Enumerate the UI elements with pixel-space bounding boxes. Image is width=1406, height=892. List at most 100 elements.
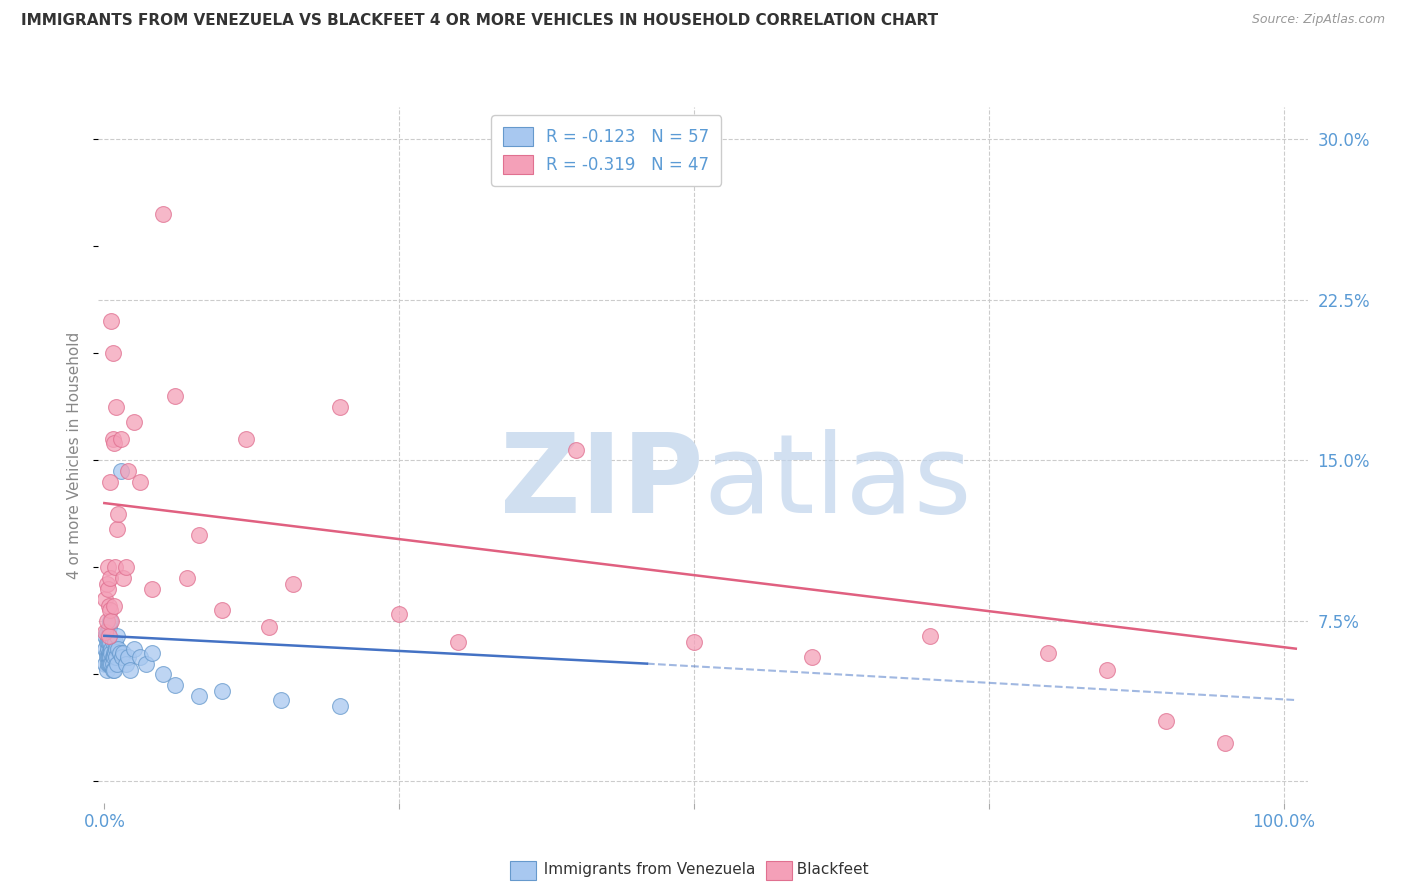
Text: Source: ZipAtlas.com: Source: ZipAtlas.com [1251, 13, 1385, 27]
Point [447, 635, 470, 649]
Point [112, 571, 135, 585]
Point [101, 657, 124, 671]
Point [98, 620, 121, 634]
Point [105, 650, 128, 665]
Text: Immigrants from Venezuela: Immigrants from Venezuela [534, 863, 755, 877]
Point [176, 571, 198, 585]
Point [98, 657, 121, 671]
Legend: R = -0.123   N = 57, R = -0.319   N = 47: R = -0.123 N = 57, R = -0.319 N = 47 [491, 115, 721, 186]
Point [107, 641, 129, 656]
Point [270, 693, 292, 707]
Point [96, 614, 118, 628]
Point [97, 582, 120, 596]
Point [101, 650, 124, 665]
Point [114, 657, 136, 671]
Point [98, 635, 121, 649]
Point [117, 650, 139, 665]
Point [97, 650, 120, 665]
Point [94, 592, 117, 607]
Point [259, 620, 281, 634]
Point [98, 657, 121, 671]
Point [135, 657, 157, 671]
Point [103, 663, 125, 677]
Point [100, 314, 122, 328]
Point [1213, 736, 1236, 750]
Point [98, 650, 121, 665]
Point [103, 646, 125, 660]
Point [98, 599, 121, 613]
Point [98, 603, 121, 617]
Text: Blackfeet: Blackfeet [787, 863, 869, 877]
Point [281, 577, 304, 591]
Point [96, 646, 118, 660]
Point [97, 657, 120, 671]
Point [97, 560, 120, 574]
Point [98, 650, 121, 665]
Point [1154, 714, 1177, 729]
Point [211, 603, 233, 617]
Point [329, 699, 352, 714]
Point [111, 650, 134, 665]
Point [128, 475, 150, 489]
Point [105, 641, 128, 656]
Text: IMMIGRANTS FROM VENEZUELA VS BLACKFEET 4 OR MORE VEHICLES IN HOUSEHOLD CORRELATI: IMMIGRANTS FROM VENEZUELA VS BLACKFEET 4… [21, 13, 938, 29]
Point [105, 657, 128, 671]
Point [105, 629, 128, 643]
Point [103, 599, 125, 613]
Point [1036, 646, 1059, 660]
Point [97, 635, 120, 649]
Point [110, 464, 132, 478]
Point [98, 614, 121, 628]
Point [98, 571, 121, 585]
Point [920, 629, 942, 643]
Point [101, 635, 124, 649]
Point [96, 577, 118, 591]
Point [101, 663, 124, 677]
Point [98, 646, 121, 660]
Point [114, 560, 136, 574]
Point [165, 678, 187, 692]
Point [103, 436, 125, 450]
Point [98, 646, 121, 660]
Point [97, 641, 120, 656]
Point [98, 635, 121, 649]
Point [141, 646, 163, 660]
Point [152, 667, 174, 681]
Point [100, 614, 122, 628]
Point [105, 400, 128, 414]
Point [329, 400, 352, 414]
Point [97, 629, 120, 643]
Point [104, 560, 127, 574]
Point [96, 624, 118, 639]
Point [98, 629, 121, 643]
Point [94, 657, 117, 671]
Point [108, 646, 131, 660]
Point [104, 635, 127, 649]
Point [96, 663, 118, 677]
Point [1095, 663, 1118, 677]
Y-axis label: 4 or more Vehicles in Household: 4 or more Vehicles in Household [67, 331, 83, 579]
Point [117, 464, 139, 478]
Point [100, 641, 122, 656]
Point [101, 432, 124, 446]
Point [94, 629, 117, 643]
Point [120, 663, 142, 677]
Point [112, 646, 135, 660]
Point [98, 475, 121, 489]
Point [101, 346, 124, 360]
Point [683, 635, 706, 649]
Point [94, 641, 117, 656]
Point [801, 650, 824, 665]
Point [388, 607, 411, 622]
Text: atlas: atlas [703, 429, 972, 536]
Text: ZIP: ZIP [499, 429, 703, 536]
Point [211, 684, 233, 698]
Point [103, 650, 125, 665]
Point [122, 641, 145, 656]
Point [187, 689, 209, 703]
Point [100, 657, 122, 671]
Point [187, 528, 209, 542]
Point [110, 432, 132, 446]
Point [152, 207, 174, 221]
Point [165, 389, 187, 403]
